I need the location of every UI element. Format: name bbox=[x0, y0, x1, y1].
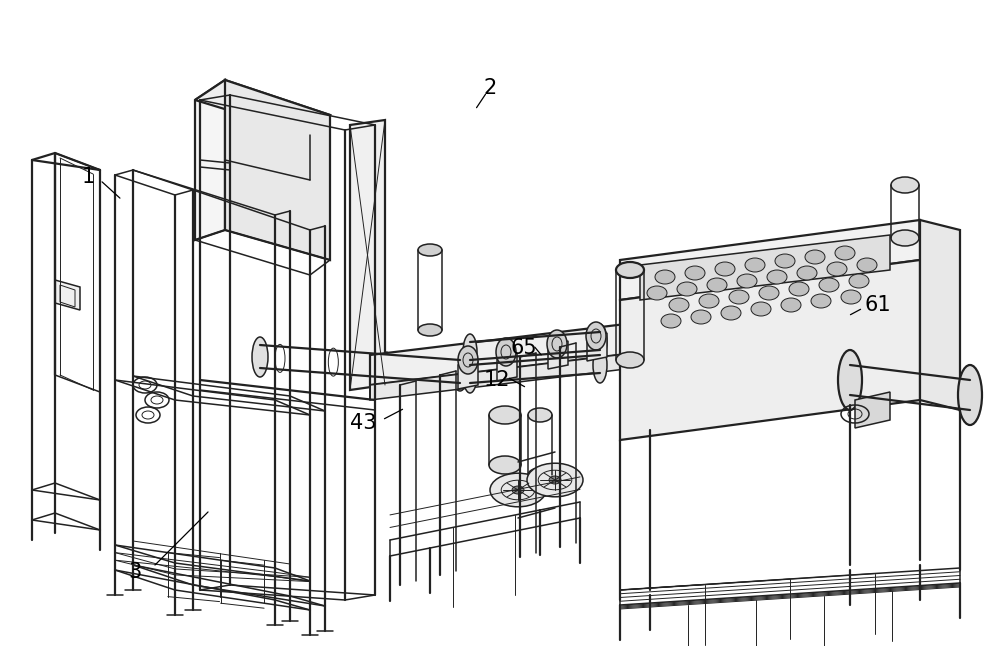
Ellipse shape bbox=[745, 258, 765, 272]
Ellipse shape bbox=[841, 290, 861, 304]
Polygon shape bbox=[640, 235, 890, 300]
Ellipse shape bbox=[655, 270, 675, 284]
Ellipse shape bbox=[528, 468, 552, 482]
Text: 43: 43 bbox=[350, 413, 376, 433]
Ellipse shape bbox=[891, 230, 919, 246]
Ellipse shape bbox=[669, 298, 689, 312]
Text: 12: 12 bbox=[484, 370, 510, 390]
Ellipse shape bbox=[458, 346, 478, 374]
Ellipse shape bbox=[490, 474, 546, 507]
Polygon shape bbox=[855, 392, 890, 428]
Ellipse shape bbox=[616, 262, 644, 278]
Ellipse shape bbox=[835, 246, 855, 260]
Ellipse shape bbox=[527, 463, 583, 497]
Ellipse shape bbox=[463, 357, 477, 393]
Ellipse shape bbox=[797, 266, 817, 280]
Ellipse shape bbox=[789, 282, 809, 296]
Polygon shape bbox=[620, 220, 920, 300]
Ellipse shape bbox=[489, 406, 521, 424]
Ellipse shape bbox=[496, 338, 516, 366]
Ellipse shape bbox=[593, 347, 607, 383]
Polygon shape bbox=[370, 345, 700, 400]
Ellipse shape bbox=[489, 456, 521, 474]
Ellipse shape bbox=[691, 310, 711, 324]
Ellipse shape bbox=[819, 278, 839, 292]
Ellipse shape bbox=[767, 270, 787, 284]
Ellipse shape bbox=[751, 302, 771, 316]
Ellipse shape bbox=[699, 294, 719, 308]
Ellipse shape bbox=[677, 282, 697, 296]
Text: 2: 2 bbox=[483, 78, 497, 98]
Ellipse shape bbox=[647, 286, 667, 300]
Ellipse shape bbox=[857, 258, 877, 272]
Ellipse shape bbox=[547, 330, 567, 358]
Ellipse shape bbox=[528, 408, 552, 422]
Polygon shape bbox=[350, 120, 385, 390]
Ellipse shape bbox=[616, 352, 644, 368]
Ellipse shape bbox=[781, 298, 801, 312]
Polygon shape bbox=[195, 80, 330, 135]
Ellipse shape bbox=[715, 262, 735, 276]
Polygon shape bbox=[225, 80, 330, 260]
Ellipse shape bbox=[463, 334, 477, 370]
Ellipse shape bbox=[759, 286, 779, 300]
Polygon shape bbox=[370, 315, 700, 385]
Ellipse shape bbox=[811, 294, 831, 308]
Ellipse shape bbox=[721, 306, 741, 320]
Ellipse shape bbox=[729, 290, 749, 304]
Polygon shape bbox=[55, 280, 80, 310]
Ellipse shape bbox=[418, 324, 442, 336]
Ellipse shape bbox=[586, 322, 606, 350]
Ellipse shape bbox=[512, 486, 524, 494]
Ellipse shape bbox=[775, 254, 795, 268]
Polygon shape bbox=[195, 80, 225, 240]
Ellipse shape bbox=[958, 365, 982, 425]
Polygon shape bbox=[548, 341, 568, 369]
Text: 61: 61 bbox=[865, 295, 891, 315]
Ellipse shape bbox=[252, 337, 268, 377]
Ellipse shape bbox=[418, 244, 442, 256]
Polygon shape bbox=[920, 220, 960, 410]
Polygon shape bbox=[587, 333, 607, 361]
Ellipse shape bbox=[661, 314, 681, 328]
Ellipse shape bbox=[452, 351, 468, 391]
Ellipse shape bbox=[593, 324, 607, 360]
Text: 3: 3 bbox=[128, 562, 142, 582]
Ellipse shape bbox=[827, 262, 847, 276]
Ellipse shape bbox=[707, 278, 727, 292]
Text: 65: 65 bbox=[511, 338, 537, 358]
Ellipse shape bbox=[805, 250, 825, 264]
Ellipse shape bbox=[549, 476, 561, 484]
Text: 1: 1 bbox=[81, 167, 95, 187]
Ellipse shape bbox=[891, 177, 919, 193]
Ellipse shape bbox=[849, 274, 869, 288]
Ellipse shape bbox=[685, 266, 705, 280]
Ellipse shape bbox=[737, 274, 757, 288]
Polygon shape bbox=[620, 260, 920, 440]
Ellipse shape bbox=[838, 350, 862, 410]
Polygon shape bbox=[458, 361, 478, 389]
Polygon shape bbox=[497, 353, 517, 381]
